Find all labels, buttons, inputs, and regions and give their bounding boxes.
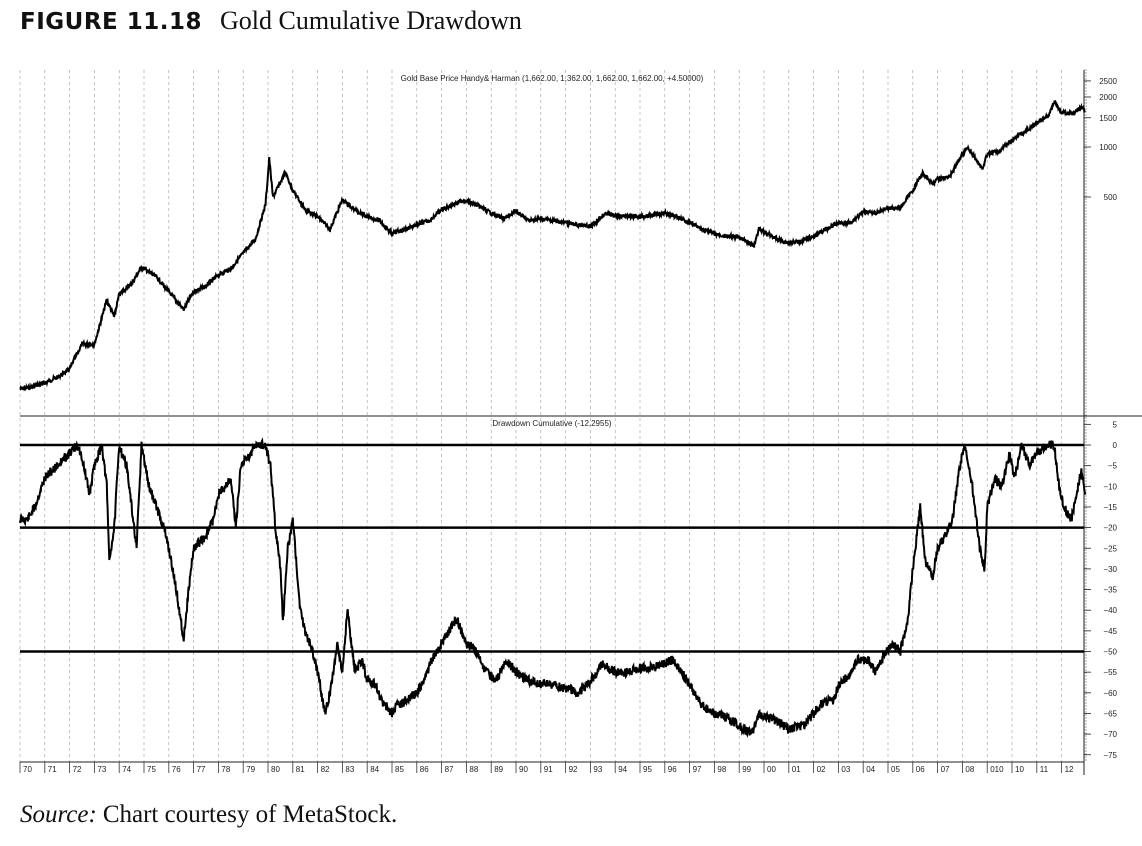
x-tick-label: 73 [97, 765, 106, 774]
x-tick-label: 010 [990, 765, 1004, 774]
x-tick-label: 03 [841, 765, 850, 774]
x-tick-label: 81 [296, 765, 305, 774]
drawdown-y-tick-label: −40 [1103, 606, 1117, 615]
x-tick-label: 70 [23, 765, 32, 774]
x-tick-label: 72 [73, 765, 82, 774]
figure-title: FIGURE 11.18 Gold Cumulative Drawdown [20, 6, 522, 36]
x-tick-label: 04 [866, 765, 875, 774]
drawdown-y-tick-label: −60 [1103, 689, 1117, 698]
drawdown-y-tick-label: −70 [1103, 730, 1117, 739]
source-note: Source: Chart courtesy of MetaStock. [20, 801, 397, 829]
drawdown-line [19, 437, 1087, 739]
x-tick-label: 86 [420, 765, 429, 774]
x-tick-label: 96 [668, 765, 677, 774]
x-tick-label: 12 [1065, 765, 1074, 774]
price-y-tick-label: 1500 [1099, 114, 1117, 123]
x-tick-label: 85 [395, 765, 404, 774]
x-tick-label: 78 [221, 765, 230, 774]
drawdown-panel-title: Drawdown Cumulative (-12.2955) [492, 419, 612, 428]
drawdown-y-tick-label: −30 [1103, 565, 1117, 574]
drawdown-y-tick-label: 5 [1113, 420, 1118, 429]
figure-name: Gold Cumulative Drawdown [220, 6, 522, 35]
x-tick-label: 00 [767, 765, 776, 774]
x-tick-label: 87 [445, 765, 454, 774]
x-tick-label: 08 [965, 765, 974, 774]
price-panel-title: Gold Base Price Handy& Harman (1,662.00,… [401, 74, 704, 83]
x-tick-label: 06 [916, 765, 925, 774]
drawdown-y-tick-label: −20 [1103, 524, 1117, 533]
x-tick-label: 02 [817, 765, 826, 774]
drawdown-y-tick-label: −55 [1103, 668, 1117, 677]
x-tick-label: 94 [618, 765, 627, 774]
x-tick-label: 83 [345, 765, 354, 774]
price-y-tick-label: 2500 [1099, 77, 1117, 86]
figure-number: FIGURE 11.18 [20, 9, 203, 35]
x-tick-label: 88 [469, 765, 478, 774]
x-tick-label: 05 [891, 765, 900, 774]
drawdown-y-tick-label: −10 [1103, 482, 1117, 491]
drawdown-y-tick-label: −5 [1108, 462, 1118, 471]
x-tick-label: 11 [1040, 765, 1049, 774]
source-label: Source: [20, 801, 97, 828]
price-y-tick-label: 2000 [1099, 93, 1117, 102]
x-tick-label: 91 [544, 765, 553, 774]
drawdown-y-tick-label: −25 [1103, 544, 1117, 553]
x-tick-label: 93 [593, 765, 602, 774]
drawdown-y-tick-label: 0 [1113, 441, 1118, 450]
x-tick-label: 80 [271, 765, 280, 774]
x-tick-label: 07 [941, 765, 950, 774]
x-tick-label: 99 [742, 765, 751, 774]
x-tick-label: 95 [643, 765, 652, 774]
drawdown-y-tick-label: −35 [1103, 586, 1117, 595]
drawdown-y-tick-label: −50 [1103, 648, 1117, 657]
source-text: Chart courtesy of MetaStock. [102, 801, 398, 828]
x-tick-label: 84 [370, 765, 379, 774]
drawdown-y-tick-label: −75 [1103, 751, 1117, 760]
x-tick-label: 79 [246, 765, 255, 774]
x-tick-label: 76 [172, 765, 181, 774]
x-tick-label: 92 [569, 765, 578, 774]
x-tick-label: 01 [792, 765, 801, 774]
x-tick-label: 75 [147, 765, 156, 774]
gold-price-line [19, 99, 1086, 392]
x-tick-label: 77 [197, 765, 206, 774]
drawdown-y-tick-label: −65 [1103, 709, 1117, 718]
x-tick-label: 82 [321, 765, 330, 774]
x-tick-label: 98 [717, 765, 726, 774]
drawdown-y-tick-label: −45 [1103, 627, 1117, 636]
price-y-tick-label: 500 [1104, 193, 1118, 202]
x-tick-label: 90 [519, 765, 528, 774]
x-tick-label: 71 [48, 765, 57, 774]
price-y-tick-label: 1000 [1099, 143, 1117, 152]
x-tick-label: 89 [494, 765, 503, 774]
x-tick-label: 74 [122, 765, 131, 774]
x-tick-label: 10 [1015, 765, 1024, 774]
drawdown-y-tick-label: −15 [1103, 503, 1117, 512]
x-tick-label: 97 [693, 765, 702, 774]
